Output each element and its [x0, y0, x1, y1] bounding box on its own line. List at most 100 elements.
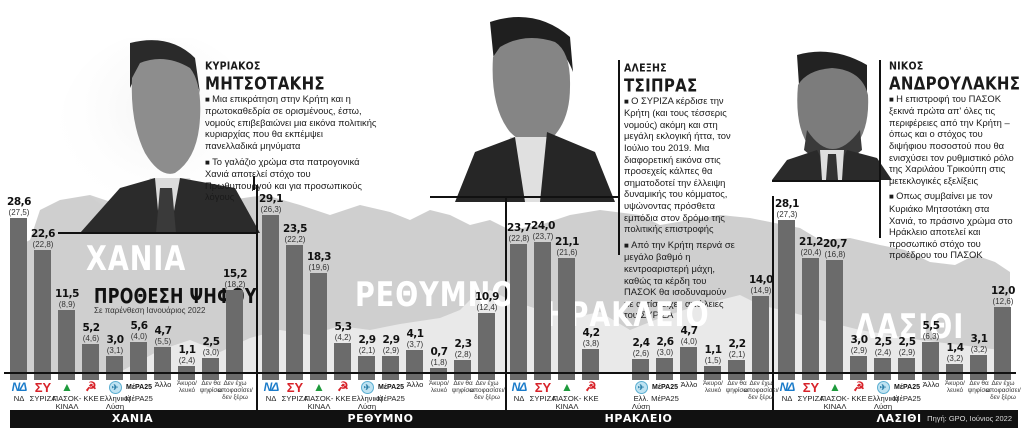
- bar: [58, 310, 75, 372]
- axis-tick: [10, 374, 27, 380]
- legend-party-kke: ☭ ΚΚΕ: [326, 379, 360, 403]
- bar-value-label: 4,7: [154, 325, 172, 337]
- axis-tick: [286, 374, 303, 380]
- axis-tick: [970, 374, 987, 380]
- legend-party-label: Ελληνική Λύση: [867, 394, 899, 412]
- bar-value-label: 5,6: [130, 320, 148, 332]
- bar-previous-value-label: (23,7): [532, 232, 554, 241]
- nd-logo-icon: ΝΔ: [11, 380, 28, 394]
- bio-paragraph: Ο ΣΥΡΙΖΑ κέρδισε την Κρήτη (και τους τέσ…: [624, 95, 736, 235]
- axis-tick: [534, 374, 551, 380]
- last-name: ΑΝΔΡΟΥΛΑΚΗΣ: [889, 72, 1021, 94]
- bar: [850, 356, 867, 372]
- legend-party-other: Άλλο: [672, 380, 706, 389]
- bar-value-label: 4,7: [680, 325, 698, 337]
- bar: [34, 250, 51, 372]
- bio-rule: [879, 60, 881, 238]
- bar-value-label: 28,1: [775, 198, 799, 210]
- bar: [154, 347, 171, 372]
- axis-tick: [656, 374, 673, 380]
- bar: [994, 307, 1011, 372]
- legend-party-invalid: Άκυρο/ λευκό: [422, 380, 456, 394]
- bar-previous-value-label: (19,6): [308, 263, 330, 272]
- legend-party-other: Άλλο: [146, 380, 180, 389]
- legend-party-label: Ελλ. Λύση: [631, 394, 651, 412]
- legend-party-label: Δεν θα ψηφίσω: [967, 380, 991, 394]
- bar: [82, 344, 99, 372]
- bar: [454, 360, 471, 372]
- bio-paragraph: Το γαλάζιο χρώμα στα πατρογονικά Χανιά α…: [205, 156, 377, 203]
- legend-party-syriza: ΣΥ ΣΥΡΙΖΑ: [794, 380, 828, 403]
- legend-party-label: ΣΥΡΙΖΑ: [529, 394, 557, 403]
- bar-previous-value-label: (2,9): [898, 348, 916, 357]
- legend-party-mera: ΜέΡΑ25 ΜέΡΑ25: [890, 380, 924, 403]
- bar: [382, 356, 399, 372]
- legend-party-label: ΠΑΣΟΚ-ΚΙΝΑΛ: [52, 394, 82, 412]
- panel-divider: [505, 198, 507, 410]
- bar-previous-value-label: (3,7): [406, 340, 424, 349]
- axis-tick: [406, 374, 423, 380]
- axis-tick: [454, 374, 471, 380]
- axis-tick: [826, 374, 843, 380]
- axis-tick: [994, 374, 1011, 380]
- bar-value-label: 11,5: [55, 288, 79, 300]
- bar: [680, 347, 697, 372]
- bar-value-label: 2,9: [382, 334, 400, 346]
- axis-tick: [752, 374, 769, 380]
- axis-tick: [430, 374, 447, 380]
- axis-tick: [874, 374, 891, 380]
- bar-value-label: 3,0: [850, 334, 868, 346]
- bar-previous-value-label: (2,1): [358, 346, 376, 355]
- legend-party-label: Ελληνική Λύση: [351, 394, 383, 412]
- bar-previous-value-label: (2,9): [850, 346, 868, 355]
- axis-tick: [510, 374, 527, 380]
- bar: [178, 366, 195, 372]
- bar-previous-value-label: (1,5): [704, 356, 722, 365]
- bar-previous-value-label: (20,4): [800, 248, 822, 257]
- bar-previous-value-label: (22,8): [32, 240, 54, 249]
- legend-party-label: Άκυρο/ λευκό: [703, 380, 723, 394]
- legend-party-label: Άκυρο/ λευκό: [177, 380, 197, 394]
- chart-title: ΠΡΟΘΕΣΗ ΨΗΦΟΥ: [94, 284, 257, 308]
- bar-value-label: 21,1: [555, 236, 579, 248]
- axis-tick: [946, 374, 963, 380]
- axis-tick: [632, 374, 649, 380]
- region-label-chania: ΧΑΝΙΑ: [86, 240, 187, 279]
- bar-value-label: 12,0: [991, 285, 1015, 297]
- legend-party-label: ΠΑΣΟΚ-ΚΙΝΑΛ: [820, 394, 850, 412]
- axis-tick: [82, 374, 99, 380]
- bar-previous-value-label: (2,9): [382, 346, 400, 355]
- bar-value-label: 2,5: [202, 336, 220, 348]
- bar-value-label: 1,1: [704, 344, 722, 356]
- axis-tick: [154, 374, 171, 380]
- legend-party-label: ΚΚΕ: [83, 394, 99, 403]
- bar: [358, 356, 375, 372]
- bar: [582, 349, 599, 372]
- pasok-logo-icon: ▲: [561, 380, 573, 394]
- legend-party-label: ΣΥΡΙΖΑ: [797, 394, 825, 403]
- legend-party-pasok: ▲ ΠΑΣΟΚ-ΚΙΝΑΛ: [50, 380, 84, 412]
- legend-party-label: ΣΥΡΙΖΑ: [281, 394, 309, 403]
- legend-party-other: Άλλο: [914, 380, 948, 389]
- bar-previous-value-label: (4,0): [680, 337, 698, 346]
- bar-previous-value-label: (3,0): [656, 348, 674, 357]
- legend-party-label: ΠΑΣΟΚ-ΚΙΝΑΛ: [304, 394, 334, 412]
- legend-party-label: ΜέΡΑ25: [125, 394, 153, 403]
- legend-party-kke: ☭ ΚΚΕ: [842, 379, 876, 403]
- first-name: ΝΙΚΟΣ: [889, 60, 924, 73]
- bar-previous-value-label: (27,3): [776, 210, 798, 219]
- legend-party-label: ΠΑΣΟΚ-ΚΙΝΑΛ: [552, 394, 582, 412]
- bar: [728, 360, 745, 372]
- axis-tick: [582, 374, 599, 380]
- legend-party-undecided: Δεν έχω αποφασίσει/ δεν ξέρω: [744, 380, 779, 401]
- legend-party-novote: Δεν θα ψηφίσω: [720, 380, 754, 394]
- bar: [130, 342, 147, 372]
- legend-party-invalid: Άκυρο/ λευκό: [170, 380, 204, 394]
- axis-tick: [130, 374, 147, 380]
- bar-value-label: 23,7: [507, 222, 531, 234]
- bar: [262, 215, 279, 372]
- bio-rule: [253, 176, 255, 190]
- pasok-logo-icon: ▲: [829, 380, 841, 394]
- axis-tick: [680, 374, 697, 380]
- bar-value-label: 21,2: [799, 236, 823, 248]
